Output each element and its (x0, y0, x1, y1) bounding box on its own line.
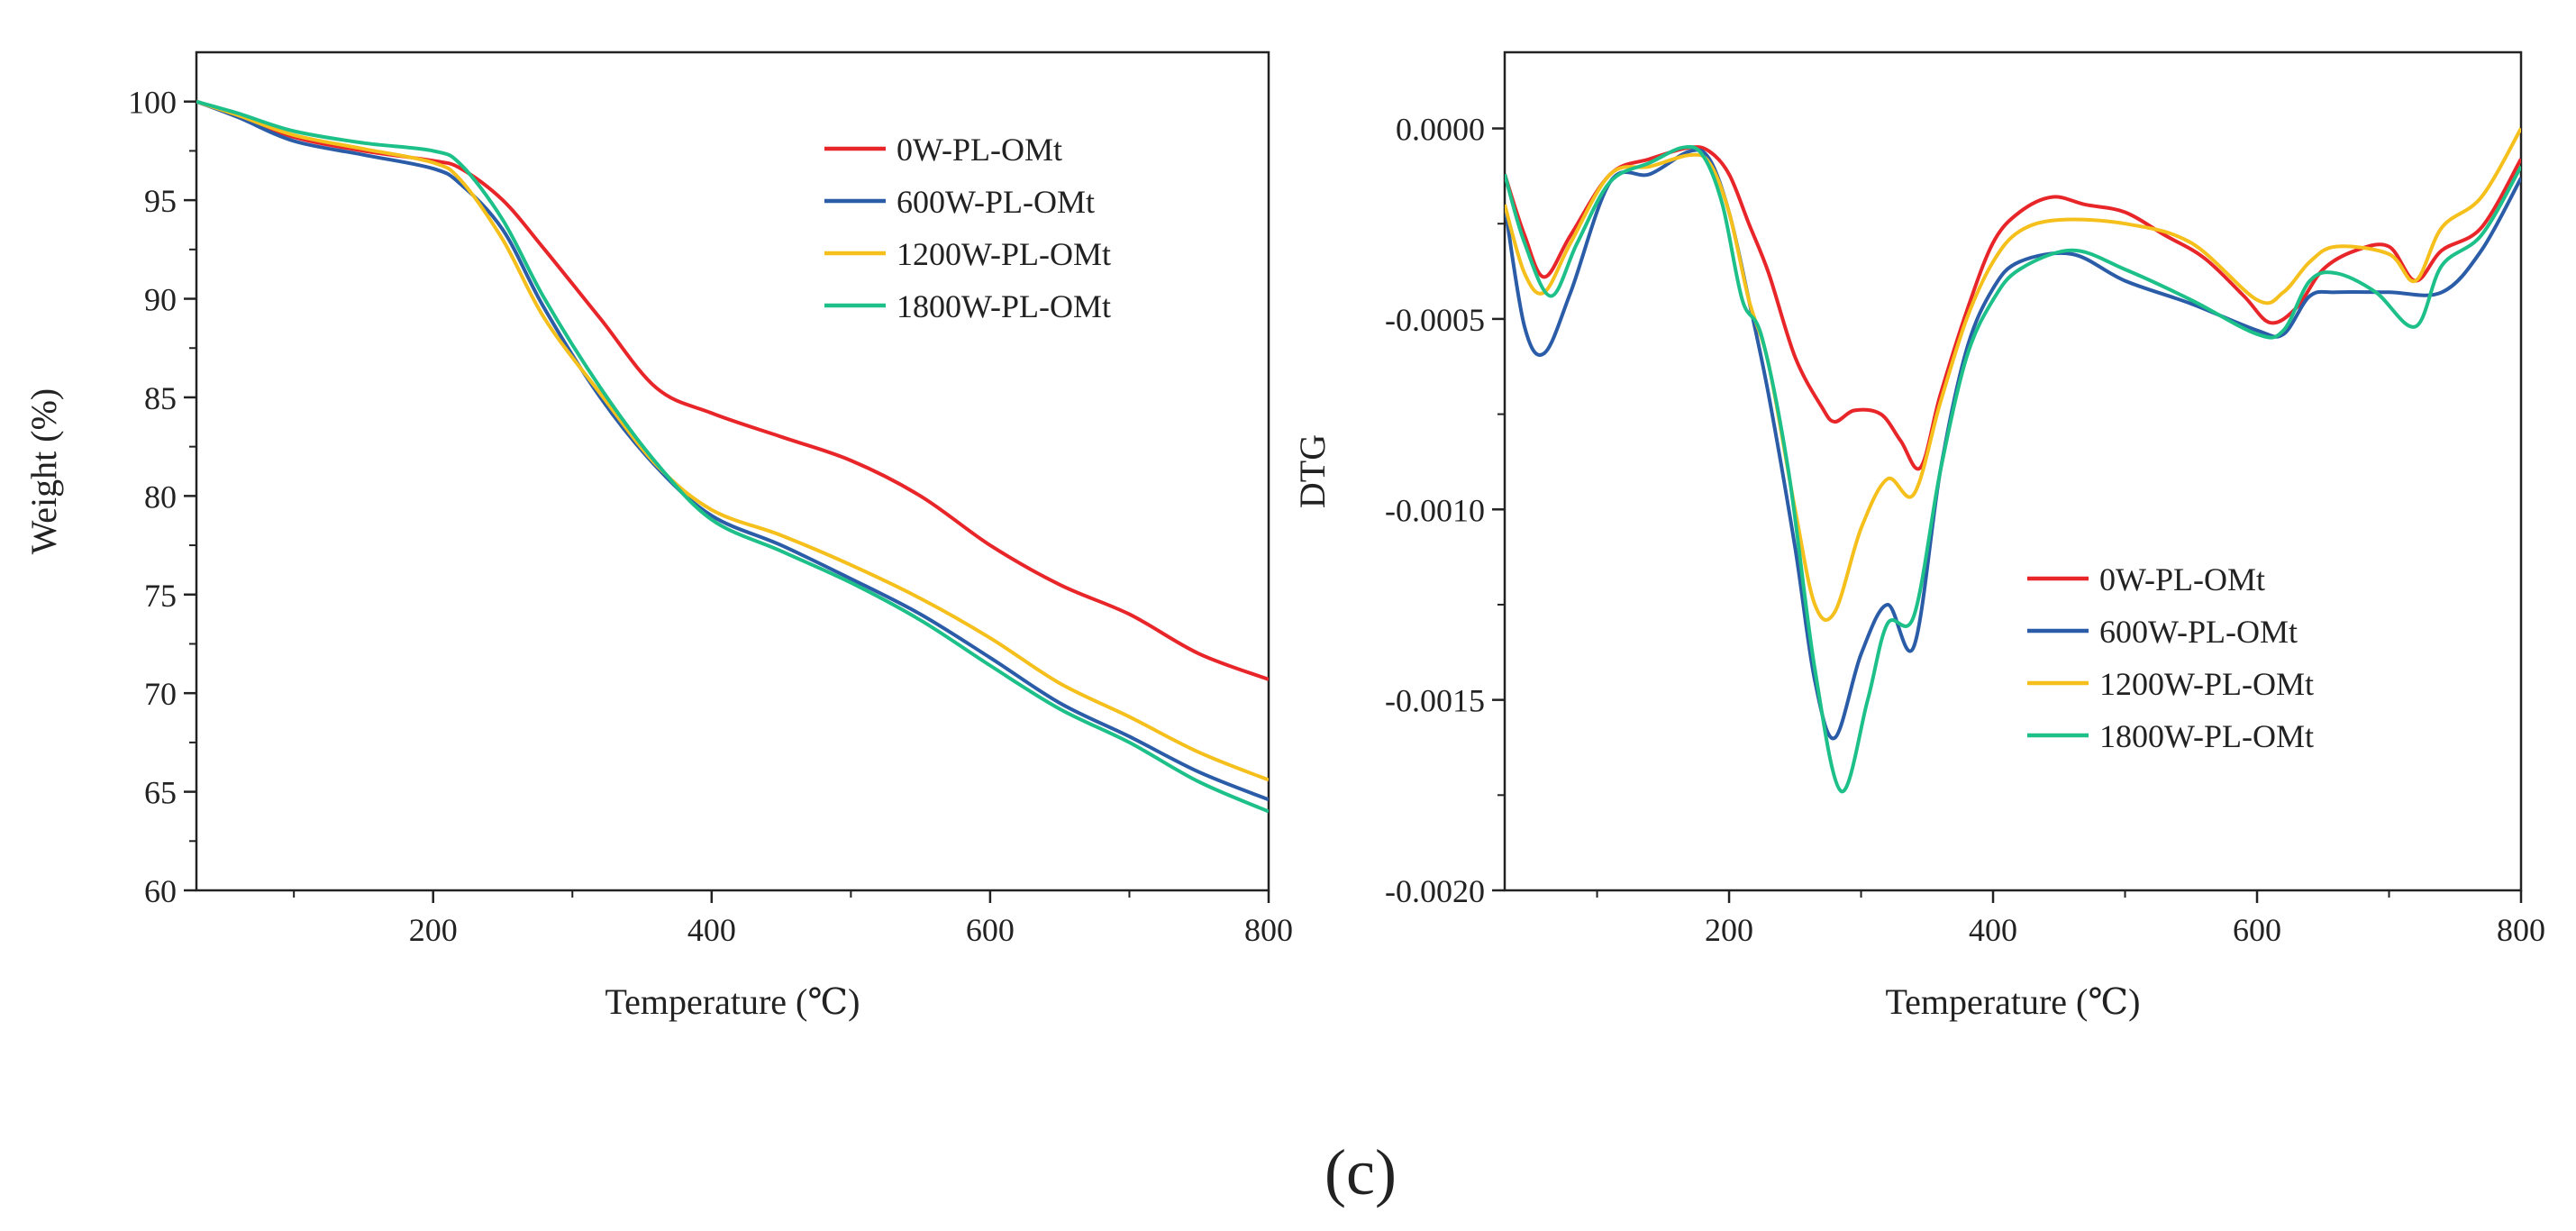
tga-legend-label: 600W-PL-OMt (897, 184, 1095, 220)
dtg-y-tick-label: 0.0000 (1396, 112, 1485, 148)
dtg-x-tick-label: 200 (1705, 912, 1753, 948)
dtg-legend-label: 1800W-PL-OMt (2099, 718, 2314, 754)
tga-y-tick-label: 90 (144, 282, 177, 318)
tga-series-line-1800w-pl-omt (196, 99, 1269, 814)
tga-y-tick-label: 75 (144, 578, 177, 614)
dtg-legend-label: 600W-PL-OMt (2099, 614, 2298, 650)
dtg-y-tick-label: -0.0005 (1385, 302, 1485, 338)
dtg-x-axis-title: Temperature (℃) (1886, 981, 2141, 1022)
tga-x-axis-title: Temperature (℃) (605, 981, 860, 1022)
tga-y-tick-label: 80 (144, 479, 177, 515)
tga-weight-chart: 200 400 600 800 60 65 70 75 80 85 90 95 100 Temperatu… (23, 50, 1293, 1022)
tga-plot-frame (195, 50, 1270, 892)
tga-series-line-0w-pl-omt (196, 99, 1269, 681)
tga-legend-label: 0W-PL-OMt (897, 132, 1062, 168)
tga-y-tick-label: 65 (144, 775, 177, 811)
dtg-series-line-1800w-pl-omt (1505, 144, 2521, 794)
dtg-chart: 200 400 600 800 -0.0020 -0.0015 -0.0010 -0.0005… (1292, 50, 2545, 1022)
tga-x-tick-label: 200 (409, 912, 458, 948)
tga-y-tick-label: 60 (144, 873, 177, 909)
tga-series-line-1200w-pl-omt (196, 99, 1269, 782)
tga-legend: 0W-PL-OMt 600W-PL-OMt 1200W-PL-OMt 1800W-PL… (824, 132, 1111, 324)
dtg-legend-label: 1200W-PL-OMt (2099, 666, 2314, 702)
dtg-legend-label: 0W-PL-OMt (2099, 561, 2265, 597)
dtg-y-axis-title: DTG (1292, 434, 1333, 508)
dtg-series-line-0w-pl-omt (1505, 145, 2521, 471)
dtg-y-tick-label: -0.0010 (1385, 492, 1485, 528)
tga-series-line-600w-pl-omt (196, 99, 1269, 802)
dtg-plot-frame (1503, 50, 2523, 892)
figure-caption: (c) (1324, 1136, 1397, 1208)
tga-series-group (196, 99, 1269, 814)
tga-x-tick-label: 400 (687, 912, 736, 948)
tga-legend-label: 1200W-PL-OMt (897, 236, 1111, 272)
dtg-x-tick-label: 800 (2497, 912, 2545, 948)
dtg-legend: 0W-PL-OMt 600W-PL-OMt 1200W-PL-OMt 1800W-PL… (2027, 561, 2314, 754)
tga-x-tick-label: 800 (1244, 912, 1293, 948)
dtg-series-group (1505, 127, 2521, 794)
dtg-x-tick-label: 600 (2233, 912, 2281, 948)
tga-legend-label: 1800W-PL-OMt (897, 288, 1111, 324)
tga-y-axis-title: Weight (%) (23, 388, 64, 555)
tga-y-tick-label: 100 (128, 85, 177, 121)
dtg-series-line-1200w-pl-omt (1505, 127, 2521, 622)
tga-y-tick-label: 70 (144, 676, 177, 712)
dtg-y-tick-label: -0.0015 (1385, 683, 1485, 719)
tga-y-tick-label: 95 (144, 183, 177, 219)
dtg-series-line-600w-pl-omt (1505, 148, 2521, 741)
dtg-x-tick-label: 400 (1969, 912, 2017, 948)
dtg-y-tick-label: -0.0020 (1385, 873, 1485, 909)
tga-y-tick-label: 85 (144, 380, 177, 416)
tga-x-tick-label: 600 (966, 912, 1015, 948)
